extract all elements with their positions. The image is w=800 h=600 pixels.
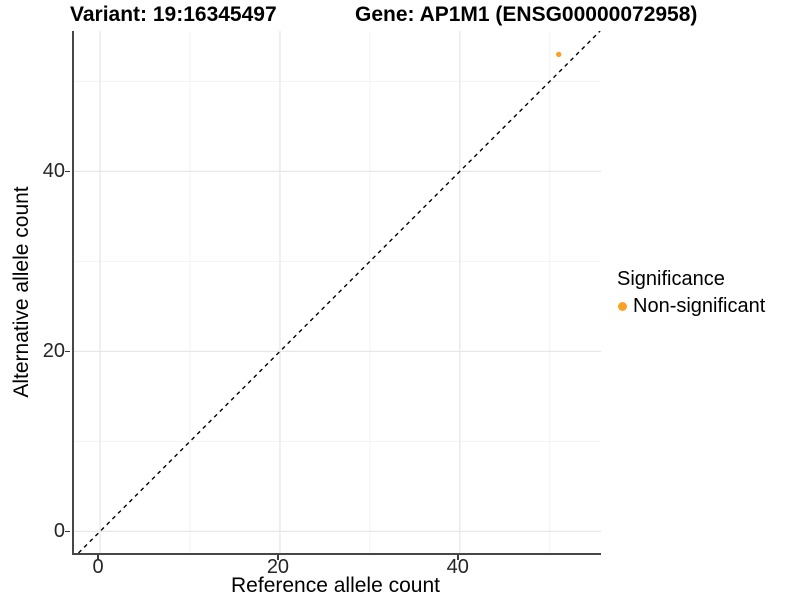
y-tick-label: 0 — [53, 520, 65, 543]
x-tick-label: 20 — [266, 556, 290, 578]
variant-title: Variant: 19:16345497 — [70, 3, 277, 26]
non-significant-dot-icon — [618, 301, 627, 311]
legend: Significance Non-significant — [614, 268, 765, 318]
chart-canvas — [74, 31, 601, 553]
data-point — [556, 51, 562, 58]
y-axis-title: Alternative allele count — [10, 186, 33, 398]
y-tick-mark — [65, 170, 70, 173]
legend-title: Significance — [617, 268, 725, 290]
gene-title: Gene: AP1M1 (ENSG00000072958) — [355, 3, 698, 26]
identity-line — [78, 31, 601, 553]
y-tick-label: 40 — [42, 160, 65, 183]
x-tick-mark — [277, 555, 279, 560]
y-tick-mark — [65, 530, 70, 533]
x-tick-label: 40 — [446, 556, 469, 578]
legend-item-non-significant: Non-significant — [614, 294, 765, 318]
x-tick-mark — [97, 555, 99, 560]
legend-item-label: Non-significant — [633, 294, 766, 317]
x-axis-title: Reference allele count — [231, 574, 440, 597]
y-tick-label: 20 — [42, 340, 65, 363]
plot-panel — [72, 31, 601, 555]
y-tick-mark — [65, 350, 70, 353]
x-tick-label: 0 — [92, 556, 104, 578]
x-tick-mark — [457, 555, 459, 560]
